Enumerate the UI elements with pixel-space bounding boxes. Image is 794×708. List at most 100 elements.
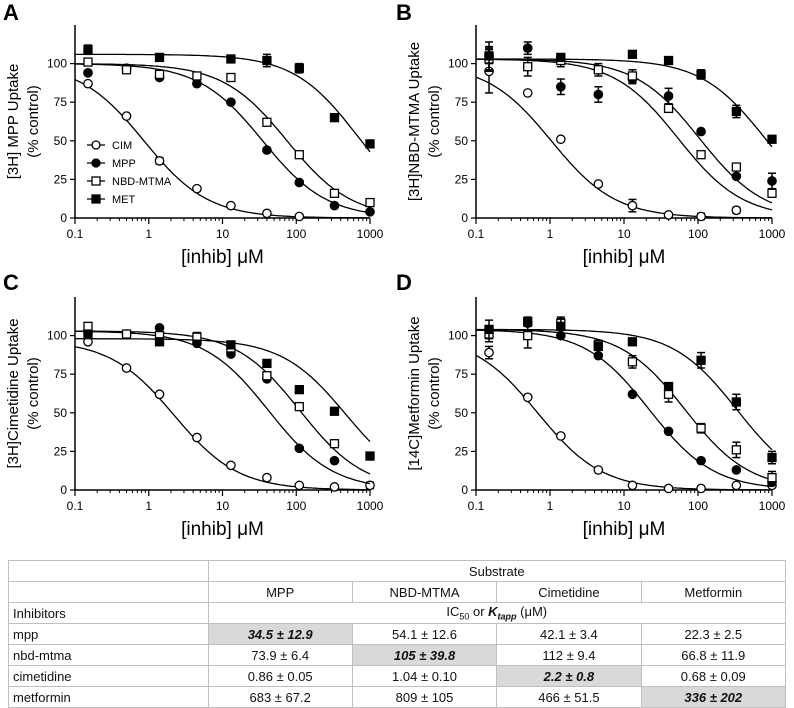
- table-row: mpp 34.5 ± 12.9 54.1 ± 12.6 42.1 ± 3.4 22.3 …: [8, 623, 787, 645]
- data-point-mpp: [663, 426, 674, 437]
- x-axis-label: [inhib] μM: [181, 519, 264, 540]
- ic50-table-container: Substrate MPP NBD-MTMA Cimetidine Metfor…: [8, 560, 787, 708]
- data-point-met: [329, 406, 340, 416]
- x-tick-label: 0.1: [67, 499, 84, 513]
- data-point-cim: [192, 183, 202, 194]
- data-point-met: [294, 63, 304, 73]
- data-point-mpp: [627, 389, 638, 400]
- y-tick-label: 75: [455, 95, 469, 109]
- units-mid: or: [469, 604, 489, 620]
- table-row: cimetidine 0.86 ± 0.05 1.04 ± 0.10 2.2 ± 0.…: [8, 665, 787, 687]
- y-axis-label: [3H]NBD-MTMA Uptake: [406, 42, 423, 201]
- y-tick-label: 75: [54, 367, 68, 381]
- data-point-nbd-mtma: [593, 65, 603, 75]
- data-point-met: [627, 337, 638, 347]
- data-point-met: [262, 55, 272, 66]
- y-tick-label: 50: [54, 134, 68, 148]
- data-point-nbd-mtma: [523, 62, 533, 72]
- x-tick-label: 10: [617, 227, 631, 241]
- x-tick-label: 100: [286, 499, 306, 513]
- fit-curve-nbd-mtma: [75, 63, 371, 208]
- data-point-met: [329, 112, 340, 123]
- data-point-mpp: [329, 200, 340, 211]
- data-point-nbd-mtma: [365, 197, 375, 208]
- fit-curve-nbd-mtma: [476, 329, 773, 481]
- y-tick-label: 25: [455, 172, 469, 186]
- y-tick-label: 50: [54, 406, 68, 420]
- data-point-cim: [522, 392, 533, 403]
- y-tick-label: 75: [455, 367, 469, 381]
- legend-marker: [91, 140, 101, 150]
- data-point-mpp: [593, 89, 604, 100]
- y-axis-label: (% control): [25, 85, 42, 158]
- data-point-cim: [226, 200, 236, 211]
- data-point-mpp: [226, 97, 236, 108]
- table-cell: 112 ± 9.4: [496, 644, 642, 666]
- y-tick-label: 100: [47, 329, 67, 343]
- data-point-cim: [663, 483, 674, 494]
- y-tick-label: 25: [54, 444, 68, 458]
- y-axis-label: (% control): [426, 357, 443, 430]
- table-cell: 466 ± 51.5: [496, 686, 642, 708]
- panel-D: D 0 25 50 75 100 0.1 1 10 100 1000 [inhib] μM [14C]M…: [396, 270, 786, 540]
- legend-marker: [91, 194, 101, 204]
- data-point-nbd-mtma: [294, 401, 304, 412]
- x-tick-label: 10: [617, 499, 631, 513]
- x-tick-label: 0.1: [468, 499, 485, 513]
- data-point-nbd-mtma: [121, 65, 132, 75]
- data-point-nbd-mtma: [329, 188, 340, 198]
- table-empty-cell: [8, 581, 209, 603]
- data-point-nbd-mtma: [523, 330, 533, 341]
- data-point-cim: [262, 472, 272, 483]
- y-tick-label: 100: [448, 57, 468, 71]
- data-point-met: [696, 355, 706, 365]
- panel-letter: C: [3, 270, 19, 295]
- data-point-cim: [154, 156, 165, 166]
- data-point-met: [83, 329, 93, 339]
- data-point-nbd-mtma: [663, 389, 674, 399]
- data-point-cim: [627, 200, 638, 211]
- table-cell: 0.86 ± 0.05: [207, 665, 353, 687]
- table-row: metformin 683 ± 67.2 809 ± 105 466 ± 51.5 33…: [8, 686, 787, 708]
- panel-B: B 0 25 50 75 100 0.1 1 10 100 1000 [inhib] μM [3H]NB…: [396, 0, 786, 268]
- panel-letter: A: [3, 0, 19, 25]
- data-point-nbd-mtma: [696, 150, 706, 160]
- data-point-cim: [154, 389, 165, 400]
- data-point-met: [226, 340, 236, 350]
- ic50-table: Substrate MPP NBD-MTMA Cimetidine Metfor…: [8, 560, 787, 708]
- data-point-nbd-mtma: [121, 329, 132, 339]
- data-point-met: [593, 341, 603, 352]
- data-point-mpp: [365, 206, 375, 217]
- data-point-cim: [555, 134, 566, 145]
- x-tick-label: 0.1: [67, 227, 84, 241]
- data-point-nbd-mtma: [696, 423, 706, 433]
- column-header: NBD-MTMA: [351, 581, 498, 603]
- x-tick-label: 1: [145, 227, 152, 241]
- data-point-cim: [262, 208, 272, 219]
- row-label: cimetidine: [8, 665, 209, 687]
- data-point-mpp: [555, 81, 566, 92]
- table-cell: 34.5 ± 12.9: [207, 623, 353, 645]
- x-tick-label: 10: [216, 227, 230, 241]
- data-point-met: [627, 49, 638, 59]
- data-point-mpp: [696, 455, 706, 466]
- y-tick-label: 100: [448, 329, 468, 343]
- data-point-cim: [555, 431, 566, 441]
- data-point-nbd-mtma: [627, 357, 638, 367]
- x-tick-label: 1000: [759, 227, 786, 241]
- x-tick-label: 1: [547, 499, 554, 513]
- table-cell: 42.1 ± 3.4: [496, 623, 642, 645]
- data-point-met: [523, 317, 533, 327]
- fit-curve-cim: [74, 346, 371, 491]
- data-point-cim: [121, 363, 132, 373]
- y-axis-label: [14C]Metformin Uptake: [406, 316, 423, 470]
- table-cell: 2.2 ± 0.8: [496, 665, 642, 687]
- panel-A: A 0 25 50 75 100 0.1 1 10 100 1000 [inhib] μM [3H] M…: [3, 0, 384, 268]
- x-tick-label: 10: [216, 499, 230, 513]
- fit-curve-nbd-mtma: [476, 58, 773, 204]
- y-tick-label: 75: [54, 95, 68, 109]
- data-point-met: [154, 52, 165, 63]
- table-cell: 66.8 ± 11.9: [640, 644, 787, 666]
- units-prefix: IC: [446, 604, 460, 620]
- data-point-cim: [226, 460, 236, 471]
